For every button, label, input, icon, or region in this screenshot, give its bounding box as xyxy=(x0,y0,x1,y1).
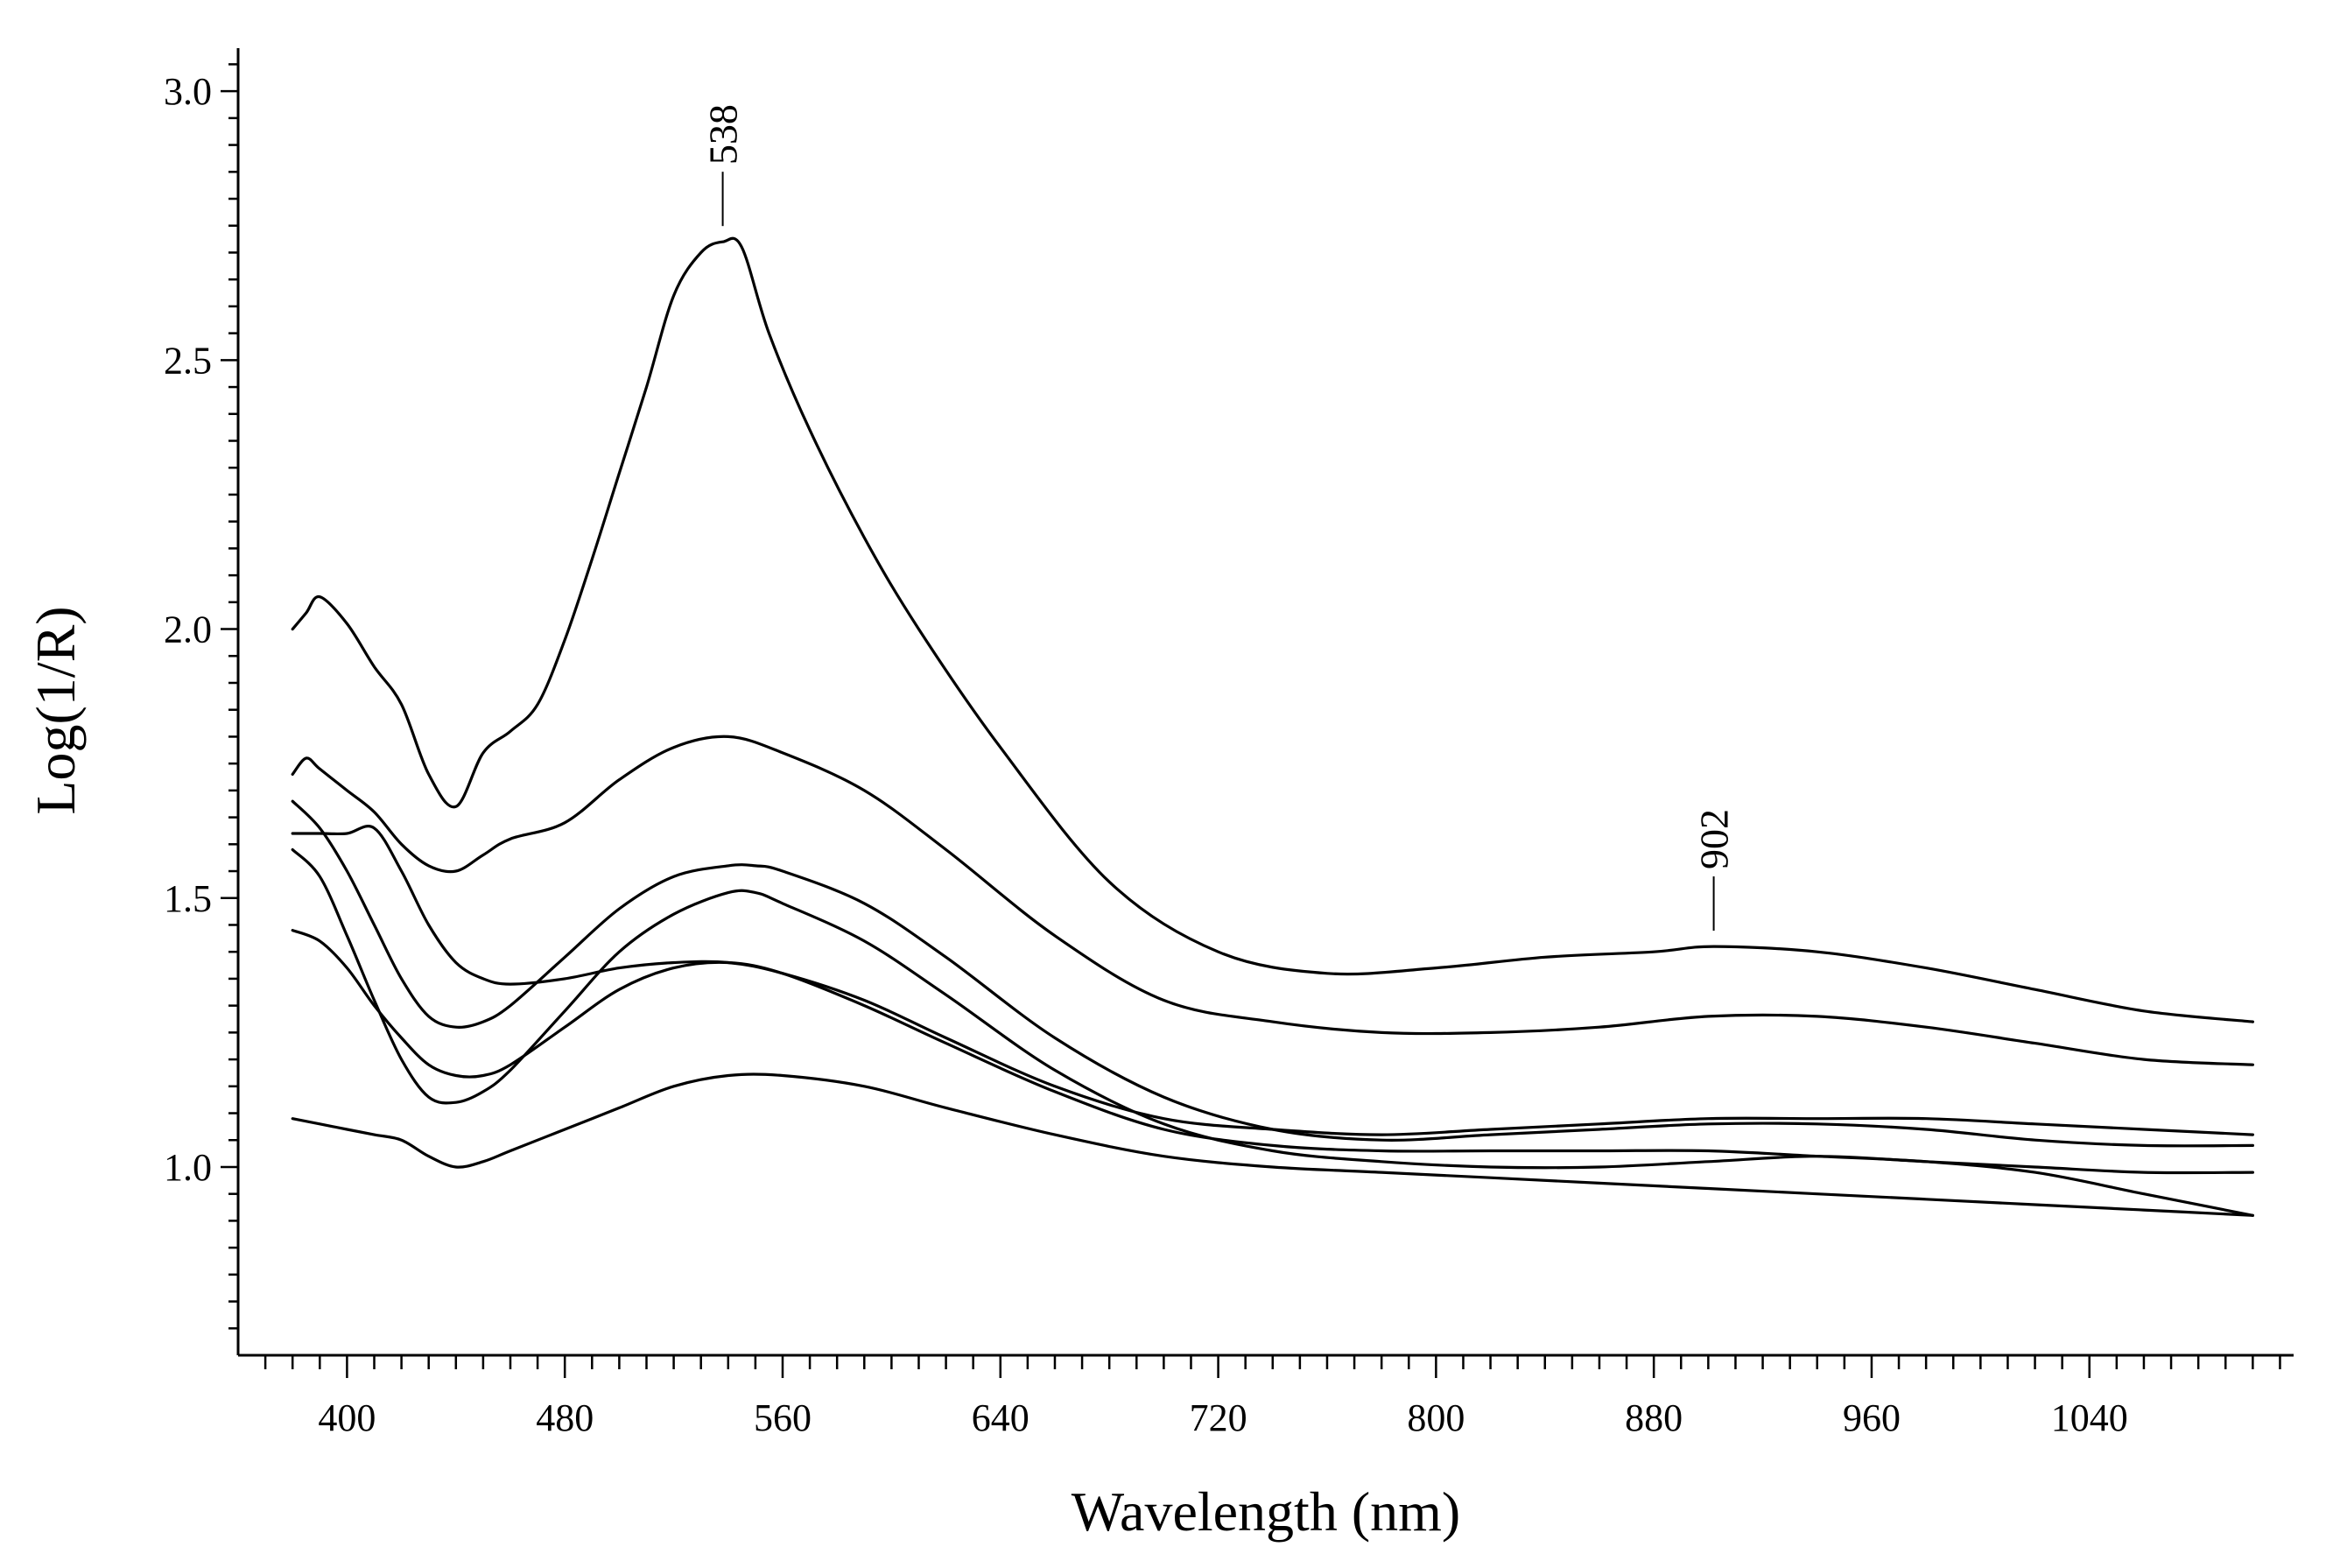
x-tick-label: 560 xyxy=(754,1396,812,1439)
series-line-7 xyxy=(291,1072,2254,1217)
x-tick-label: 960 xyxy=(1843,1396,1901,1439)
series-layer xyxy=(291,236,2254,1217)
x-axis-title: Wavelength (nm) xyxy=(1072,1480,1460,1543)
series-line-3 xyxy=(291,825,2254,1136)
x-tick-label: 480 xyxy=(536,1396,594,1439)
peak-label: 902 xyxy=(1692,809,1737,869)
series-line-1 xyxy=(291,236,2254,1023)
ticks-layer: 1.0 1.5 2.0 2.5 3.0 400 480 560 640 720 800 880 960 1… xyxy=(164,63,2281,1439)
series-line-4 xyxy=(291,799,2254,1148)
x-tick-label: 720 xyxy=(1190,1396,1247,1439)
y-axis-title: Log(1/R) xyxy=(25,606,87,814)
x-tick-label: 640 xyxy=(972,1396,1029,1439)
annotation-layer: 538 902 xyxy=(701,104,1737,932)
series-line-2 xyxy=(291,735,2254,1066)
peak-label: 538 xyxy=(701,104,746,165)
y-tick-label: 2.5 xyxy=(164,339,212,382)
y-tick-label: 2.0 xyxy=(164,608,212,651)
x-tick-label: 880 xyxy=(1625,1396,1683,1439)
y-tick-label: 1.5 xyxy=(164,877,212,920)
y-tick-label: 3.0 xyxy=(164,70,212,113)
axes-layer xyxy=(236,48,2294,1357)
x-tick-label: 1040 xyxy=(2051,1396,2128,1439)
x-tick-label: 400 xyxy=(318,1396,376,1439)
x-tick-label: 800 xyxy=(1407,1396,1465,1439)
series-line-6 xyxy=(291,929,2254,1217)
y-tick-label: 1.0 xyxy=(164,1146,212,1189)
